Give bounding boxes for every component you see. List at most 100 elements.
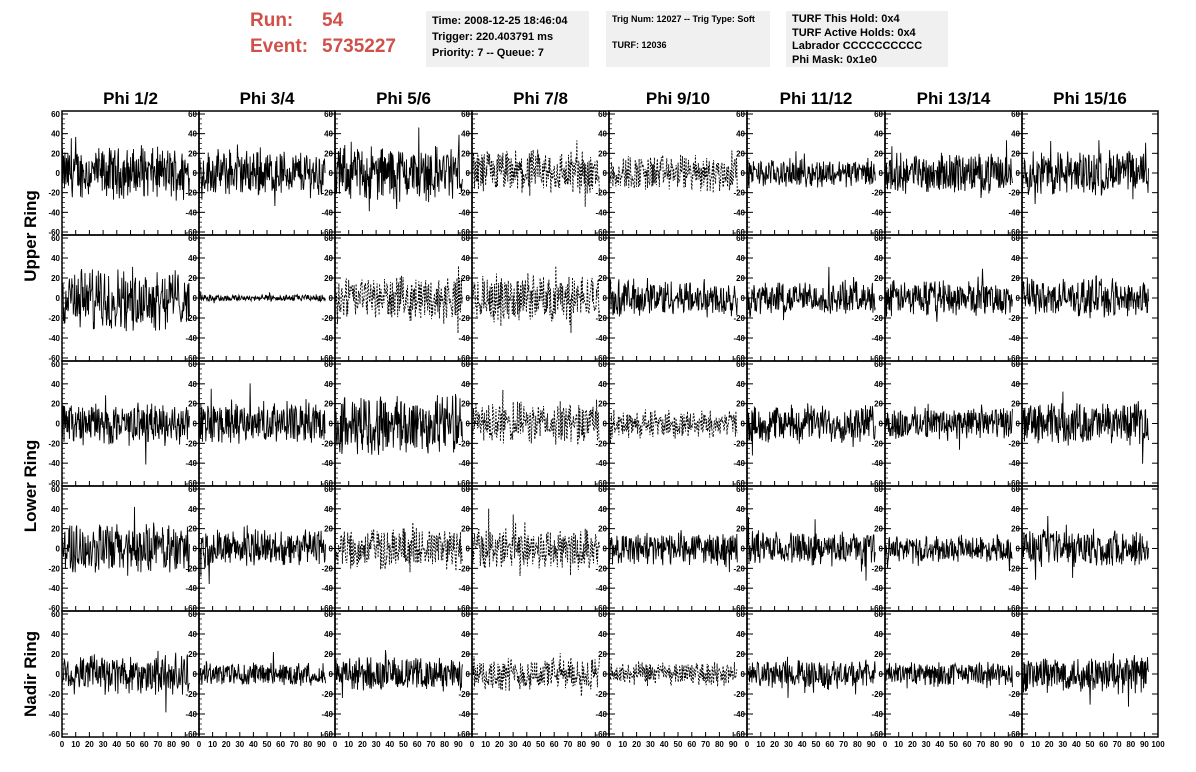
y-tick-label: 40: [736, 254, 745, 263]
y-tick-label: 40: [598, 380, 607, 389]
y-tick-label: 20: [1011, 650, 1020, 659]
y-tick-label: 60: [736, 610, 745, 619]
y-tick-label: -20: [595, 439, 607, 448]
y-tick-label: -60: [595, 354, 607, 363]
y-tick-label: 20: [598, 274, 607, 283]
waveform-trace: [334, 650, 463, 699]
y-tick-label: 20: [874, 650, 883, 659]
y-tick-label: -40: [321, 334, 333, 343]
x-tick-label: 30: [922, 740, 931, 749]
y-tick-label: 40: [874, 380, 883, 389]
column-title: Phi 5/6: [376, 89, 431, 108]
y-tick-label: 60: [51, 234, 60, 243]
y-tick-label: 40: [874, 630, 883, 639]
y-tick-label: -60: [733, 730, 745, 739]
x-tick-label: 90: [181, 740, 190, 749]
y-tick-label: 20: [324, 149, 333, 158]
y-tick-label: 20: [874, 274, 883, 283]
waveform-trace: [471, 508, 600, 577]
trig-num-text: Trig Num: 12027 -- Trig Type: Soft: [612, 14, 755, 24]
panel-frame: [471, 360, 610, 487]
y-tick-label: -60: [48, 730, 60, 739]
x-tick-label: 10: [894, 740, 903, 749]
y-tick-label: -40: [1008, 208, 1020, 217]
y-tick-label: 0: [56, 420, 61, 429]
y-tick-label: 0: [741, 169, 746, 178]
y-tick-label: -60: [871, 730, 883, 739]
x-tick-label: 80: [440, 740, 449, 749]
y-tick-label: -60: [321, 354, 333, 363]
y-tick-label: -20: [733, 690, 745, 699]
y-tick-label: 0: [466, 294, 471, 303]
y-tick-label: 60: [188, 485, 197, 494]
x-tick-label: 80: [167, 740, 176, 749]
y-tick-label: 60: [736, 110, 745, 119]
event-line: Event: 5735227: [250, 34, 420, 60]
y-tick-label: -40: [458, 334, 470, 343]
y-tick-label: -40: [1008, 710, 1020, 719]
y-tick-label: -60: [321, 228, 333, 237]
waveform-trace: [746, 151, 876, 188]
y-tick-label: -20: [321, 439, 333, 448]
y-tick-label: -20: [733, 314, 745, 323]
y-tick-label: 0: [329, 420, 334, 429]
y-tick-label: 0: [879, 545, 884, 554]
x-tick-label: 50: [812, 740, 821, 749]
x-tick-label: 80: [1126, 740, 1135, 749]
y-tick-label: 60: [188, 234, 197, 243]
x-tick-label: 0: [333, 740, 338, 749]
y-tick-label: -60: [871, 228, 883, 237]
waveform-trace: [61, 650, 190, 713]
x-tick-label: 80: [715, 740, 724, 749]
y-tick-label: -60: [458, 730, 470, 739]
y-tick-label: -40: [458, 584, 470, 593]
ring-label: Upper Ring: [21, 190, 40, 282]
y-tick-label: 60: [51, 360, 60, 369]
ring-label: Nadir Ring: [21, 631, 40, 717]
y-tick-label: 40: [598, 505, 607, 514]
x-tick-label: 60: [1099, 740, 1108, 749]
y-tick-label: -60: [48, 228, 60, 237]
waveform-trace: [61, 506, 190, 576]
phi-mask-text: Phi Mask: 0x1e0: [792, 53, 877, 66]
y-tick-label: -40: [185, 334, 197, 343]
waveform-trace: [1021, 275, 1149, 319]
y-tick-label: 0: [741, 545, 746, 554]
waveform-trace: [746, 656, 876, 698]
x-tick-label: 0: [197, 740, 202, 749]
y-tick-label: -60: [595, 604, 607, 613]
y-tick-label: -20: [1008, 690, 1020, 699]
y-tick-label: -40: [1008, 584, 1020, 593]
y-tick-label: -60: [595, 228, 607, 237]
x-tick-label: 50: [949, 740, 958, 749]
x-tick-label: 30: [646, 740, 655, 749]
y-tick-label: -60: [185, 354, 197, 363]
x-tick-label: 0: [745, 740, 750, 749]
y-tick-label: 0: [603, 670, 608, 679]
waveform-trace: [61, 395, 190, 465]
y-tick-label: -40: [48, 334, 60, 343]
x-tick-label: 90: [317, 740, 326, 749]
y-tick-label: 60: [51, 610, 60, 619]
x-tick-label: 10: [344, 740, 353, 749]
x-tick-label: 40: [385, 740, 394, 749]
x-tick-label: 40: [249, 740, 258, 749]
y-tick-label: -20: [733, 189, 745, 198]
y-tick-label: 60: [188, 360, 197, 369]
x-tick-label: 20: [770, 740, 779, 749]
y-tick-label: -20: [321, 564, 333, 573]
y-tick-label: 0: [466, 420, 471, 429]
y-tick-label: -20: [871, 564, 883, 573]
y-tick-label: 40: [188, 505, 197, 514]
y-tick-label: 20: [324, 525, 333, 534]
y-tick-label: 20: [736, 650, 745, 659]
x-tick-label: 20: [632, 740, 641, 749]
x-tick-label: 30: [509, 740, 518, 749]
y-tick-label: 40: [874, 505, 883, 514]
y-tick-label: -40: [458, 710, 470, 719]
y-tick-label: -60: [871, 354, 883, 363]
event-value: 5735227: [322, 36, 396, 57]
y-tick-label: -20: [185, 439, 197, 448]
x-tick-label: 10: [208, 740, 217, 749]
